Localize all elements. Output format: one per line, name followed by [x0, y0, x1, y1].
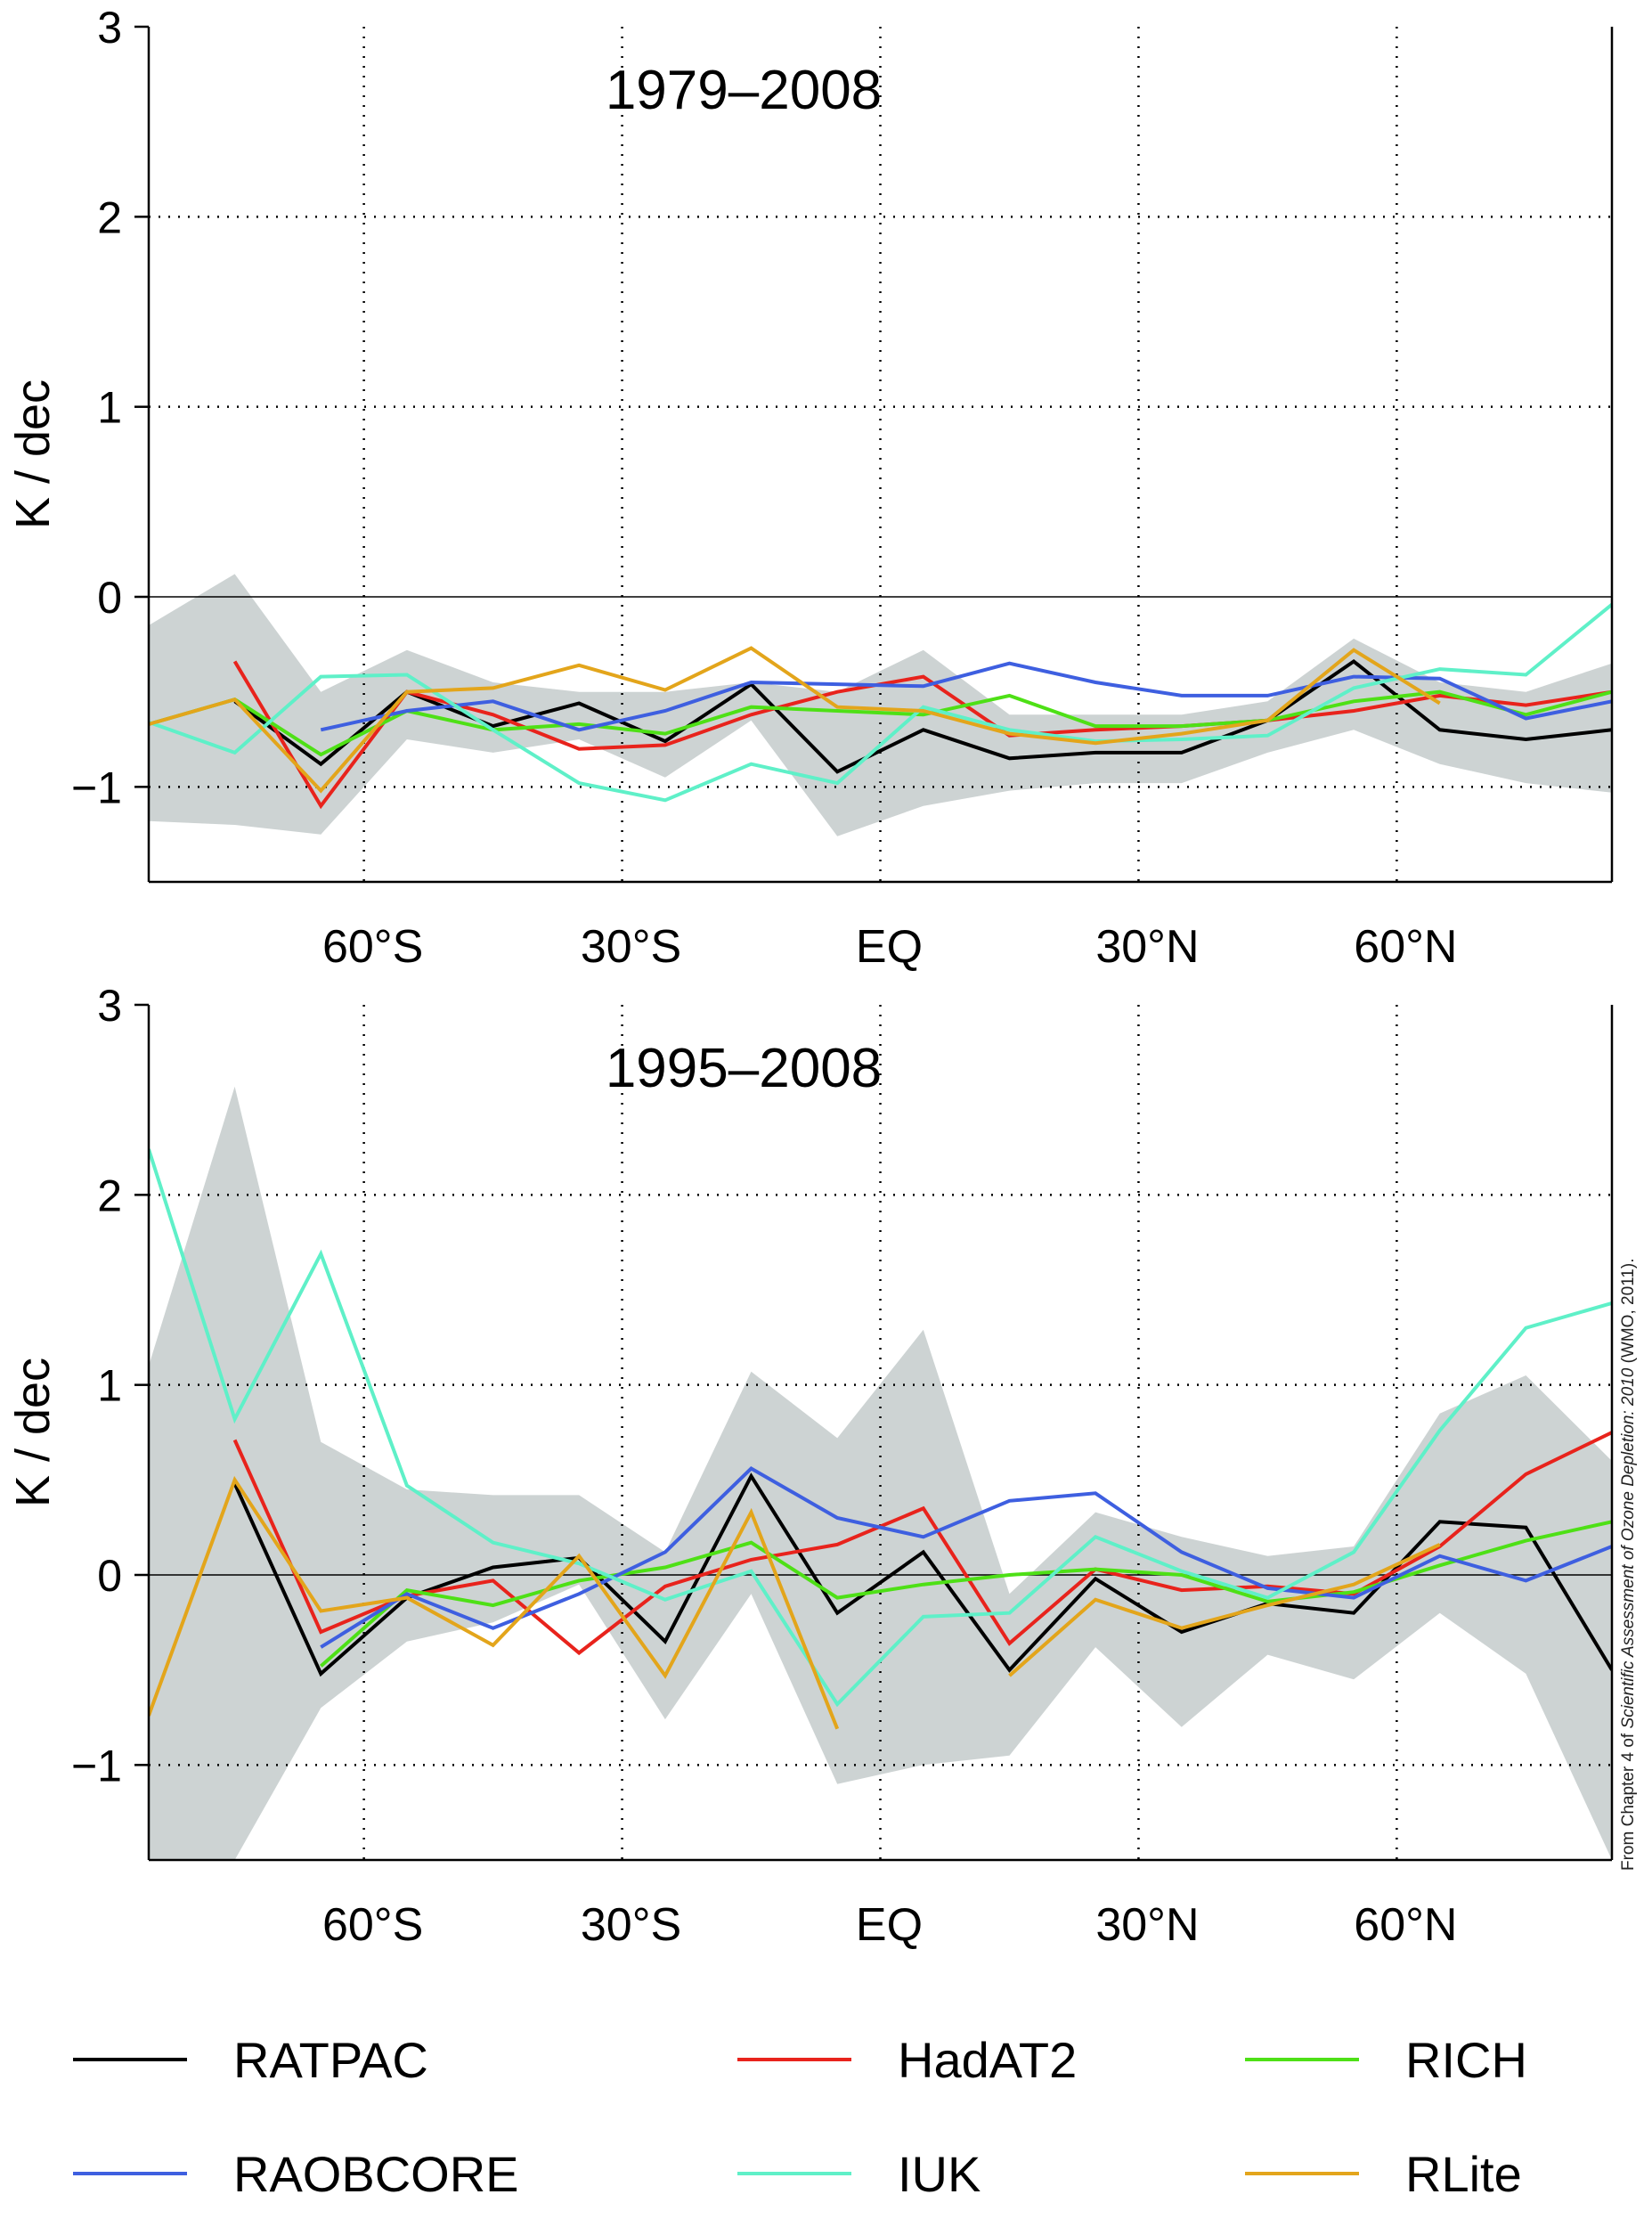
y-tick-label: 1	[97, 1361, 122, 1411]
legend-label-rich: RICH	[1405, 2032, 1527, 2088]
panel-title: 1995–2008	[606, 1038, 882, 1099]
y-tick-label: 2	[97, 1171, 122, 1220]
y-tick-label: −1	[71, 763, 122, 812]
panel-1995-2008: 3 2 1 0 −1 60°S 30°S EQ 30°N 60°N K / dec 1995–2008	[6, 981, 1614, 1951]
x-tick-label: 60°N	[1354, 1899, 1457, 1951]
x-tick-label: 30°N	[1095, 1899, 1199, 1951]
y-tick-label: 1	[97, 383, 122, 433]
x-tick-label: EQ	[856, 921, 923, 973]
legend-label-raobcore: RAOBCORE	[233, 2146, 519, 2202]
x-tick-label: 60°S	[322, 921, 423, 973]
y-axis-label: K / dec	[6, 1358, 60, 1507]
series-line-hadat2	[232, 1431, 1612, 1656]
credit-suffix: (WMO, 2011).	[1619, 1258, 1638, 1368]
spread-band	[149, 1086, 1612, 1860]
panel-1979-2008: 3 2 1 0 −1 60°S 30°S EQ 30°N 60°N K / dec 1979–2008	[6, 3, 1614, 973]
x-tick-label: EQ	[856, 1899, 923, 1951]
y-tick-label: 3	[97, 3, 122, 53]
x-tick-label: 60°N	[1354, 921, 1457, 973]
series-line-raobcore	[320, 1466, 1612, 1649]
credit-prefix: From Chapter 4 of	[1619, 1728, 1638, 1871]
y-tick-label: 0	[97, 1551, 122, 1601]
series-line-rlite	[149, 646, 1441, 794]
series-line-iuk	[149, 1148, 1612, 1708]
series-line-rich	[149, 689, 1612, 757]
legend-label-hadat2: HadAT2	[898, 2032, 1077, 2088]
legend-label-ratpac: RATPAC	[233, 2032, 428, 2088]
series-line-rlite	[149, 1475, 1441, 1730]
series-line-iuk	[149, 602, 1612, 803]
y-tick-label: 0	[97, 573, 122, 623]
legend: RATPAC HadAT2 RICH RAOBCORE IUK RLite	[73, 2032, 1527, 2202]
panel-title: 1979–2008	[606, 60, 882, 121]
y-tick-label: 3	[97, 981, 122, 1031]
series-line-hadat2	[232, 660, 1612, 810]
legend-label-rlite: RLite	[1405, 2146, 1522, 2202]
x-tick-label: 60°S	[322, 1899, 423, 1951]
y-tick-label: −1	[71, 1741, 122, 1791]
credit-title: Scientific Assessment of Ozone Depletion…	[1619, 1367, 1638, 1729]
series-line-ratpac	[233, 659, 1612, 774]
y-tick-label: 2	[97, 192, 122, 242]
source-credit: From Chapter 4 of Scientific Assessment …	[1619, 1259, 1639, 1871]
x-tick-label: 30°S	[581, 1899, 681, 1951]
spread-band	[149, 574, 1612, 836]
legend-label-iuk: IUK	[898, 2146, 981, 2202]
y-axis-label: K / dec	[6, 379, 60, 529]
x-tick-label: 30°N	[1095, 921, 1199, 973]
x-tick-label: 30°S	[581, 921, 681, 973]
